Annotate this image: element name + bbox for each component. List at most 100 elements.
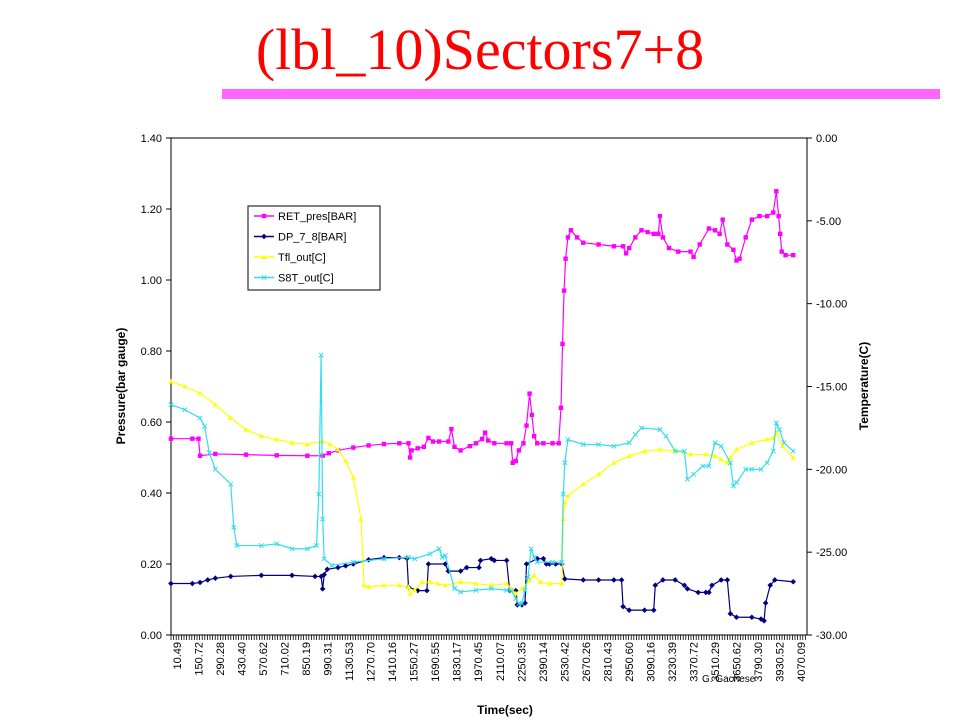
data-point [350, 559, 356, 565]
data-point [196, 436, 201, 441]
data-point [565, 436, 571, 443]
data-point [727, 454, 733, 460]
data-point [626, 453, 632, 459]
data-point [651, 231, 656, 237]
data-point [767, 582, 774, 589]
data-point [516, 448, 522, 453]
data-point [581, 240, 586, 245]
data-point [412, 556, 418, 562]
data-point [197, 453, 203, 458]
data-point [381, 441, 387, 447]
data-point [228, 481, 234, 487]
y-axis-left: 0.00 0.20 0.40 0.60 0.80 1.00 1.20 1.40 [141, 133, 171, 642]
data-point [212, 466, 218, 472]
data-point [366, 443, 371, 448]
data-point [321, 556, 327, 562]
data-point [620, 603, 626, 610]
x-tick-label: 2110.07 [495, 642, 507, 681]
data-point [764, 213, 770, 219]
data-point [312, 573, 318, 580]
x-axis-title: Time(sec) [477, 703, 533, 717]
data-point [405, 554, 412, 560]
data-point [426, 435, 431, 441]
y-right-tick-label: -5.00 [816, 216, 841, 228]
data-point [467, 443, 473, 449]
data-point [645, 229, 650, 235]
data-point [565, 493, 571, 498]
data-point [580, 441, 586, 448]
y-right-tick-label: -20.00 [816, 464, 847, 476]
y-left-tick-label: 0.40 [141, 488, 162, 500]
data-point [491, 557, 498, 564]
data-point [473, 587, 479, 593]
data-point [529, 412, 535, 418]
data-point [560, 491, 566, 497]
data-point [672, 577, 678, 583]
data-point [231, 524, 237, 530]
legend-label: Tfl_out[C] [278, 252, 326, 264]
x-tick-label: 3930.52 [774, 642, 786, 682]
watermark: G. Gachese [702, 674, 756, 685]
data-point [381, 582, 387, 588]
data-point [559, 559, 565, 565]
data-point [524, 423, 529, 428]
data-point [513, 595, 519, 602]
data-point [313, 542, 320, 549]
data-point [274, 453, 279, 458]
data-point [762, 600, 769, 606]
data-point [258, 572, 265, 579]
data-point [521, 441, 526, 446]
data-point [563, 256, 568, 261]
data-point [790, 454, 796, 460]
data-point [632, 431, 638, 438]
y-right-tick-label: -30.00 [816, 630, 847, 642]
y-left-tick-label: 1.00 [141, 275, 162, 287]
data-point [319, 586, 326, 592]
data-point [473, 441, 479, 446]
data-point [650, 607, 657, 613]
data-point [442, 552, 448, 559]
data-point [749, 614, 755, 621]
data-point [691, 254, 696, 260]
data-point [560, 341, 565, 347]
data-point [611, 244, 617, 249]
data-point [562, 576, 568, 582]
data-point [492, 441, 497, 446]
x-tick-label: 2670.26 [581, 642, 593, 682]
data-point [436, 439, 442, 444]
data-point [228, 415, 234, 420]
data-point [611, 459, 617, 465]
x-tick-label: 990.31 [323, 642, 335, 676]
data-point [638, 425, 645, 431]
data-point [733, 446, 740, 452]
data-point [488, 582, 494, 588]
data-point [261, 213, 267, 219]
data-point [734, 258, 739, 263]
data-point [626, 440, 632, 446]
data-point [641, 607, 648, 613]
data-point [197, 415, 203, 421]
data-point [706, 589, 712, 596]
data-point [681, 448, 687, 454]
data-point [435, 580, 441, 586]
data-point [558, 405, 564, 410]
data-point [477, 557, 484, 564]
data-point [724, 577, 731, 583]
data-point [712, 440, 718, 446]
data-point [771, 210, 776, 215]
data-point [663, 433, 669, 439]
data-point [449, 426, 454, 432]
data-point [361, 582, 367, 588]
data-point [580, 577, 587, 583]
data-point [783, 252, 788, 258]
data-point [718, 456, 724, 462]
data-point [329, 562, 335, 568]
data-point [227, 573, 234, 580]
data-point [725, 242, 730, 247]
data-point [672, 448, 678, 454]
data-point [503, 557, 510, 564]
data-point [550, 441, 555, 446]
data-point [568, 228, 574, 233]
data-point [358, 516, 364, 522]
